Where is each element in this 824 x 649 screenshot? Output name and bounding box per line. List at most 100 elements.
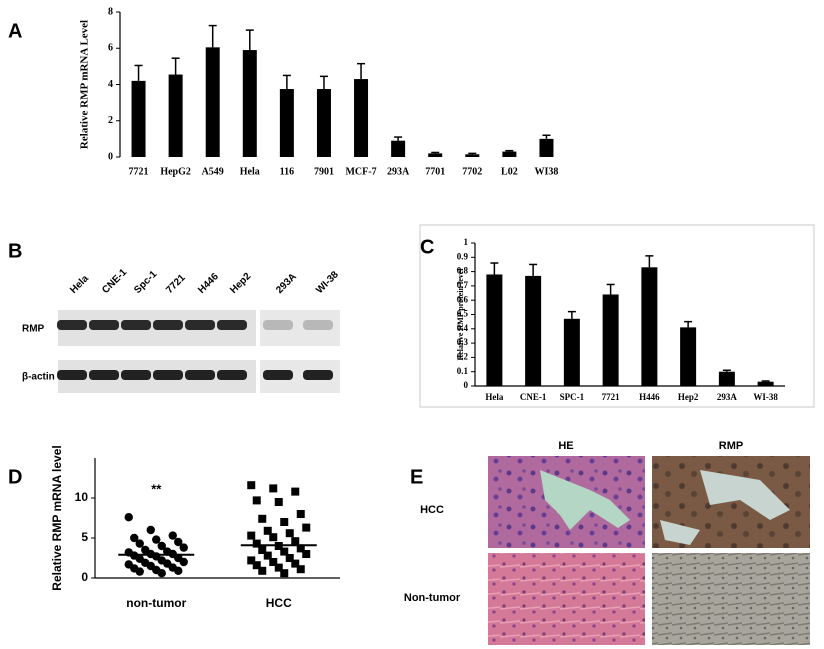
band xyxy=(303,320,333,330)
x-tick-label: 116 xyxy=(280,166,294,177)
lane-label: H446 xyxy=(196,271,221,296)
y-tick-label: 4 xyxy=(108,79,113,90)
bar xyxy=(502,151,517,157)
x-tick-label: 293A xyxy=(387,166,410,177)
data-point xyxy=(291,537,300,546)
band xyxy=(303,370,333,380)
column-label: HE xyxy=(558,440,573,452)
x-tick-label: 7721 xyxy=(602,392,621,402)
x-tick-label: Hela xyxy=(485,392,503,402)
annotation: ** xyxy=(151,481,162,496)
bar xyxy=(465,154,480,157)
blot-row-label: RMP xyxy=(22,324,45,335)
lane-label: CNE-1 xyxy=(100,267,129,296)
data-point xyxy=(280,547,289,556)
data-point xyxy=(258,566,267,575)
bar xyxy=(242,50,257,157)
y-tick-label: 0.6 xyxy=(457,294,469,304)
data-point xyxy=(135,539,144,548)
y-tick-label: 1 xyxy=(464,237,469,247)
x-tick-label: A549 xyxy=(202,166,224,177)
bar xyxy=(428,153,443,157)
x-tick-label: WI-38 xyxy=(753,392,778,402)
data-point xyxy=(280,518,289,526)
band xyxy=(217,370,247,380)
bar xyxy=(563,318,580,386)
data-point xyxy=(252,561,261,570)
data-point xyxy=(285,529,294,538)
data-point xyxy=(247,531,256,540)
y-tick-label: 0.3 xyxy=(457,337,469,347)
panel-frame xyxy=(419,224,815,408)
data-point xyxy=(291,559,300,568)
band xyxy=(217,320,247,330)
y-tick-label: 0.9 xyxy=(457,251,469,261)
y-axis-title: Relative RMP mRNA Level xyxy=(79,20,91,149)
data-point xyxy=(247,556,256,565)
bar xyxy=(525,275,542,386)
data-point xyxy=(302,523,311,532)
y-tick-label: 0.2 xyxy=(457,351,469,361)
bar xyxy=(316,89,331,157)
band xyxy=(89,370,119,380)
x-tick-label: HCC xyxy=(266,596,292,610)
data-point xyxy=(269,558,278,566)
data-point xyxy=(179,557,188,567)
lane-label: 7721 xyxy=(164,272,188,296)
data-point xyxy=(285,554,294,562)
bar xyxy=(131,80,146,157)
data-point xyxy=(263,551,272,560)
bar xyxy=(680,327,697,386)
data-point xyxy=(252,496,261,505)
bar xyxy=(354,79,369,157)
band xyxy=(185,370,215,380)
panel-letter: A xyxy=(8,20,22,42)
histology-images xyxy=(488,456,810,645)
data-point xyxy=(146,525,155,535)
y-tick-label: 0 xyxy=(464,380,469,390)
x-tick-label: 7901 xyxy=(314,166,334,177)
panel-letter: E xyxy=(410,466,423,488)
band xyxy=(121,370,151,380)
data-point xyxy=(291,487,300,496)
data-point xyxy=(274,498,283,506)
y-tick-label: 0.1 xyxy=(457,366,469,376)
data-point xyxy=(174,537,183,547)
y-tick-label: 2 xyxy=(108,115,113,126)
data-point xyxy=(124,513,133,522)
band xyxy=(153,370,183,380)
data-point xyxy=(157,569,166,578)
blot-bands xyxy=(57,320,333,380)
data-point xyxy=(130,533,139,543)
x-tick-label: L02 xyxy=(501,166,518,177)
data-point xyxy=(247,481,256,490)
panel-letter: C xyxy=(420,236,434,258)
x-tick-label: Hep2 xyxy=(678,392,699,402)
y-tick-label: 0.5 xyxy=(457,309,469,319)
bar xyxy=(486,274,503,386)
band xyxy=(263,370,293,380)
bar xyxy=(391,140,406,157)
bar xyxy=(205,47,220,157)
y-tick-label: 0.8 xyxy=(457,266,469,276)
x-tick-label: 293A xyxy=(717,392,738,402)
lane-label: Hep2 xyxy=(228,271,253,296)
data-point xyxy=(258,514,267,523)
x-tick-label: CNE-1 xyxy=(520,392,547,402)
data-point xyxy=(135,567,144,576)
x-tick-label: H446 xyxy=(639,392,660,402)
panel-letter: D xyxy=(8,466,22,488)
data-point xyxy=(274,563,283,572)
band xyxy=(121,320,151,330)
data-point xyxy=(269,533,278,542)
x-tick-label: Hela xyxy=(240,166,260,177)
lane-label: 293A xyxy=(274,271,299,296)
band xyxy=(153,320,183,330)
row-label: HCC xyxy=(420,504,444,516)
bar xyxy=(718,371,735,386)
bar xyxy=(757,381,774,386)
column-label: RMP xyxy=(719,440,743,452)
band xyxy=(185,320,215,330)
y-tick-label: 0 xyxy=(81,570,88,584)
